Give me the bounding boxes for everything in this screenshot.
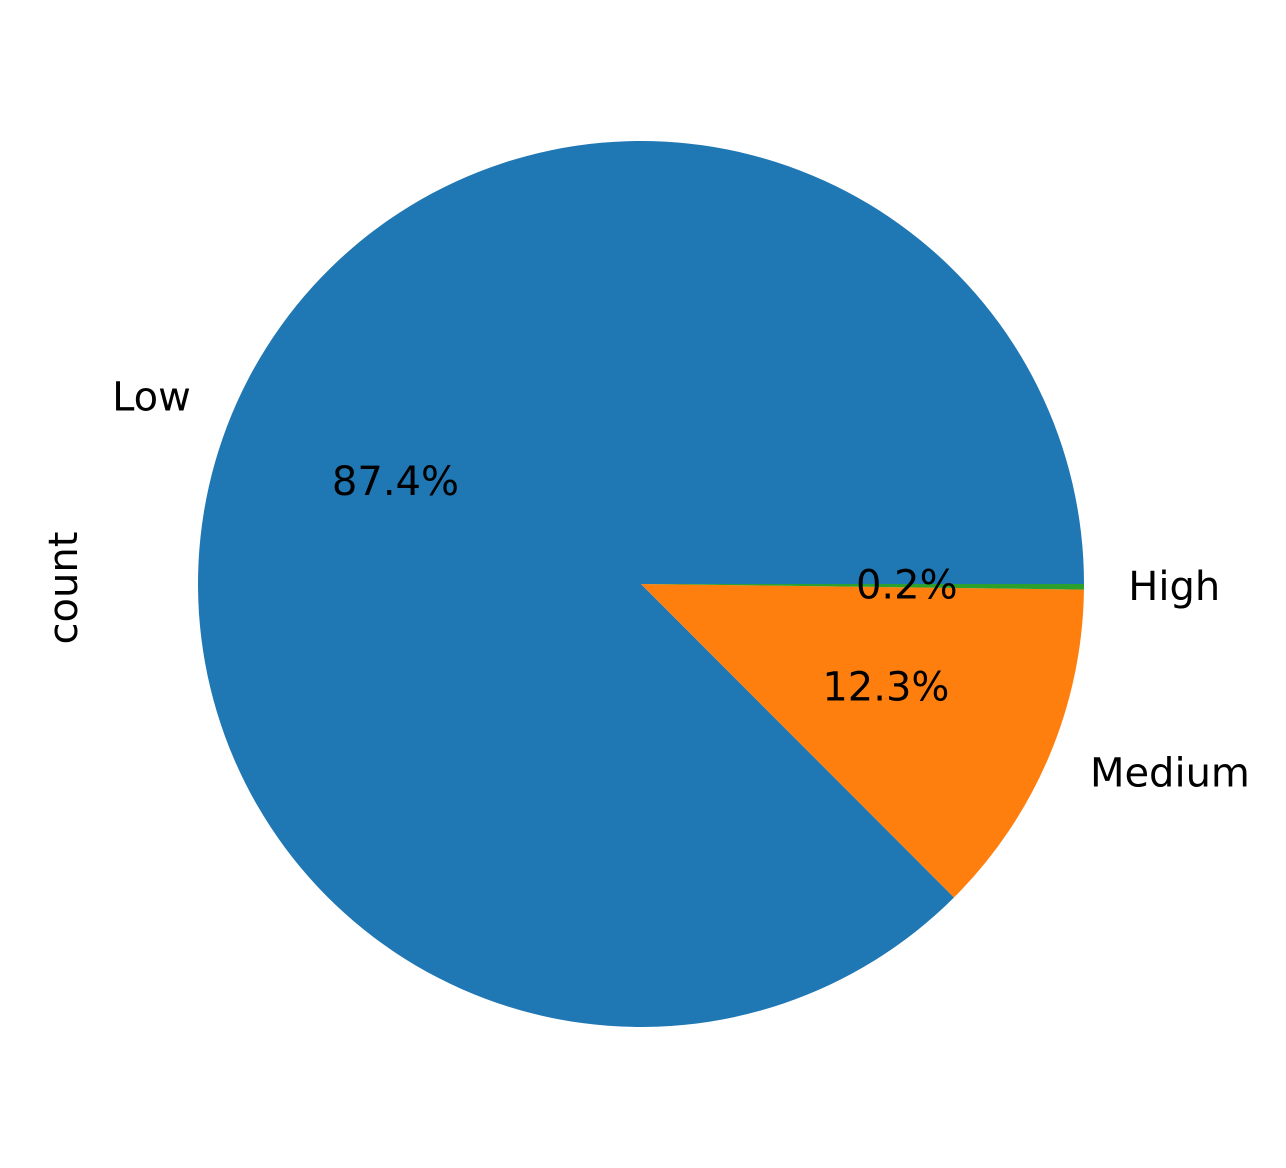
y-axis-label: count <box>41 532 87 645</box>
pie-slice-medium <box>641 584 1084 898</box>
pie-slice-high <box>641 584 1084 590</box>
pie-slices <box>197 141 1084 1028</box>
percent-label-high: 0.2% <box>856 563 958 609</box>
slice-label-medium: Medium <box>1090 750 1250 796</box>
pie-slice-low <box>197 141 1084 1028</box>
percent-label-medium: 12.3% <box>822 664 949 710</box>
percent-label-low: 87.4% <box>332 459 459 505</box>
pie-labels: Low 87.4% Medium 12.3% High 0.2% <box>112 374 1250 796</box>
slice-label-high: High <box>1128 564 1220 610</box>
slice-label-low: Low <box>112 374 191 420</box>
